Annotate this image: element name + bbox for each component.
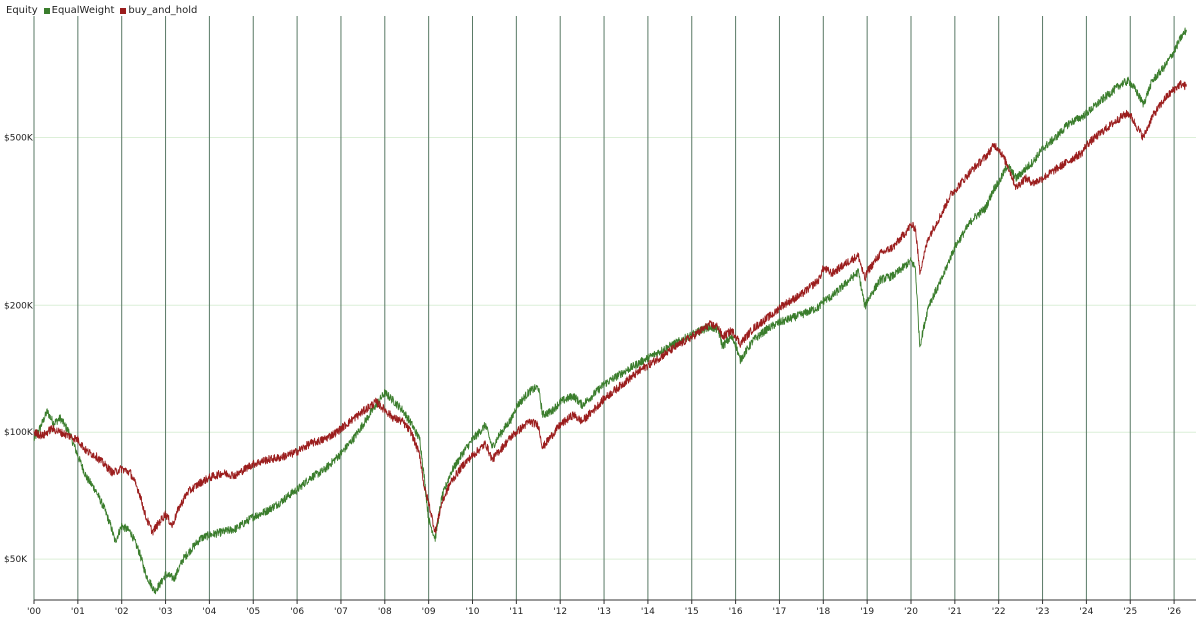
x-tick-label: '09 [422,607,436,617]
y-tick-label: $100K [4,428,34,438]
x-tick-label: '08 [378,607,392,617]
legend-item-buy-and-hold: buy_and_hold [120,5,197,16]
series-line-buy-and-hold [33,79,1187,536]
x-tick-label: '22 [992,607,1006,617]
x-tick-label: '18 [816,607,830,617]
chart-title: Equity [6,5,38,16]
x-tick-label: '06 [290,607,304,617]
x-tick-label: '16 [729,607,743,617]
x-tick-label: '23 [1036,607,1050,617]
x-axis: '00 '01 '02 '03 '04 '05 '06 '07 '08 '09 '10 '11 '12 '… [27,599,1196,617]
legend-swatch-equalweight [43,7,50,14]
y-tick-label: $200K [4,301,34,311]
y-tick-label: $500K [4,133,34,143]
x-tick-label: '26 [1167,607,1181,617]
x-tick-label: '01 [71,607,85,617]
x-tick-label: '15 [685,607,699,617]
x-tick-label: '13 [597,607,611,617]
x-tick-label: '12 [553,607,567,617]
series-line-equalweight [33,27,1187,595]
x-tick-label: '25 [1123,607,1137,617]
x-tick-label: '19 [860,607,874,617]
series-lines [33,27,1187,595]
legend: Equity EqualWeight buy_and_hold [6,5,197,16]
legend-label-buy-and-hold: buy_and_hold [128,5,198,16]
x-tick-label: '20 [904,607,918,617]
x-tick-label: '14 [641,607,655,617]
legend-item-equalweight: EqualWeight [43,5,115,16]
gridlines [33,16,1196,600]
x-tick-label: '24 [1079,607,1093,617]
legend-label-equalweight: EqualWeight [51,5,115,16]
y-tick-label: $50K [4,555,28,565]
legend-swatch-buy-and-hold [120,7,127,14]
x-tick-label: '03 [159,607,173,617]
x-tick-label: '04 [202,607,216,617]
x-tick-label: '17 [772,607,786,617]
x-tick-label: '00 [27,607,41,617]
x-tick-label: '11 [509,607,523,617]
x-tick-label: '05 [246,607,260,617]
y-axis: $50K $100K $200K $500K [4,133,34,565]
x-tick-label: '10 [466,607,480,617]
x-tick-label: '07 [334,607,348,617]
x-tick-label: '02 [115,607,129,617]
x-tick-label: '21 [948,607,962,617]
